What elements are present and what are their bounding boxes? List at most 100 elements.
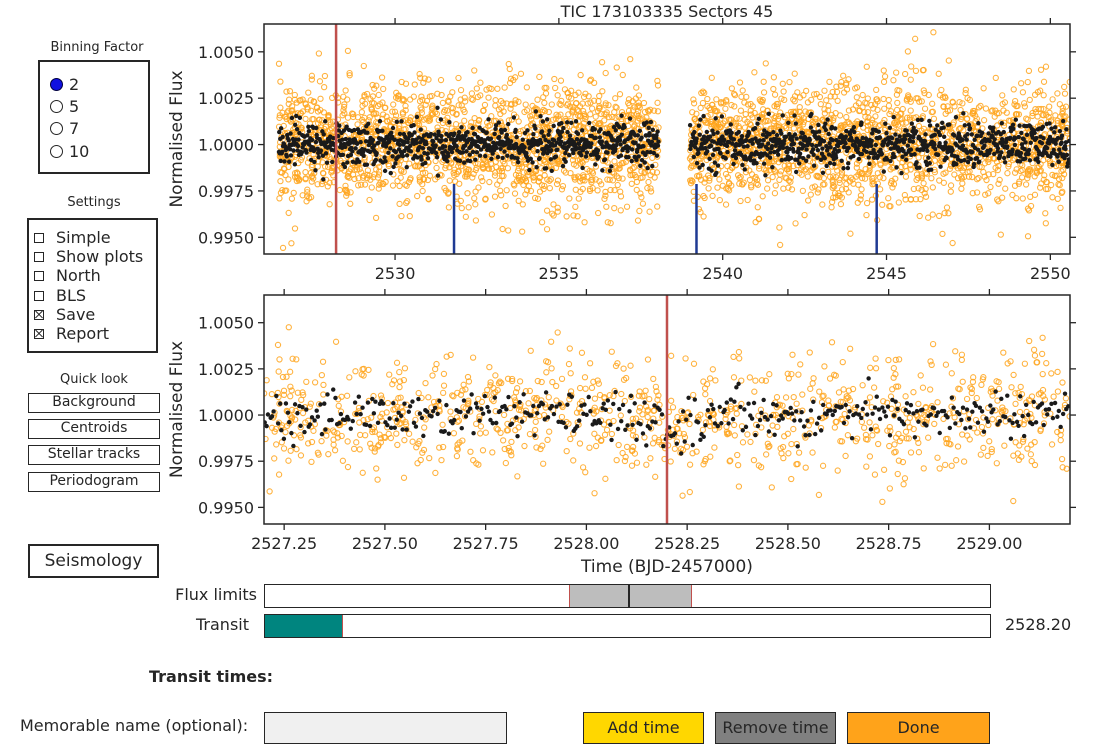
binned-flux-point (284, 154, 290, 159)
raw-flux-point (328, 164, 335, 172)
binned-flux-point (373, 157, 379, 163)
setting-show-plots[interactable]: Show plots (34, 247, 143, 266)
binning-option-10[interactable]: 10 (50, 140, 89, 162)
setting-bls[interactable]: BLS (34, 286, 86, 305)
raw-flux-point (444, 107, 451, 114)
raw-flux-point (460, 106, 467, 113)
raw-flux-point (397, 166, 405, 173)
binned-flux-point (846, 145, 851, 151)
binning-option-7[interactable]: 7 (50, 117, 79, 139)
binned-flux-point (626, 155, 631, 160)
raw-flux-point (957, 106, 964, 114)
binned-flux-point (851, 153, 856, 159)
raw-flux-point (465, 204, 472, 211)
binned-flux-point (330, 159, 335, 165)
raw-flux-point (374, 114, 381, 121)
raw-flux-point (1037, 66, 1045, 73)
raw-flux-point (799, 187, 807, 195)
binned-flux-point (607, 168, 613, 174)
setting-label: Simple (56, 228, 111, 247)
binned-flux-point (492, 131, 497, 137)
raw-flux-point (987, 183, 994, 191)
seismology-button[interactable]: Seismology (28, 544, 159, 578)
raw-flux-point (542, 90, 550, 97)
raw-flux-point (917, 196, 924, 203)
binned-flux-point (828, 145, 833, 150)
binned-flux-point (524, 150, 529, 156)
raw-flux-point (771, 91, 779, 98)
binned-flux-point (935, 152, 941, 157)
raw-flux-point (616, 165, 623, 172)
setting-north[interactable]: North (34, 266, 101, 285)
binned-flux-point (442, 144, 448, 149)
raw-flux-point (999, 194, 1006, 201)
binned-flux-point (904, 128, 909, 133)
binned-flux-point (864, 149, 869, 155)
binned-flux-point (313, 139, 319, 145)
binned-flux-point (530, 160, 535, 165)
raw-flux-point (368, 125, 375, 132)
raw-flux-point (503, 100, 510, 107)
raw-flux-point (602, 188, 609, 196)
binned-flux-point (655, 129, 660, 134)
raw-flux-point (550, 212, 557, 219)
raw-flux-point (639, 200, 647, 207)
binned-flux-point (502, 127, 508, 133)
raw-flux-point (824, 107, 832, 114)
raw-flux-point (422, 101, 429, 108)
binned-flux-point (473, 157, 478, 162)
raw-flux-point (704, 95, 711, 103)
background-button[interactable]: Background (28, 393, 160, 413)
raw-flux-point (611, 158, 618, 165)
raw-flux-point (471, 195, 478, 202)
raw-flux-point (469, 96, 476, 103)
raw-flux-point (1053, 172, 1060, 179)
checkbox-icon (34, 290, 44, 301)
binned-flux-point (899, 170, 904, 176)
raw-flux-point (308, 163, 316, 171)
binned-flux-point (716, 146, 721, 152)
binned-flux-point (383, 159, 388, 164)
binned-flux-point (596, 154, 601, 160)
binned-flux-point (775, 152, 781, 157)
raw-flux-point (975, 174, 982, 182)
binned-flux-point (825, 117, 830, 122)
raw-flux-point (762, 60, 769, 67)
raw-flux-point (283, 113, 290, 120)
raw-flux-point (992, 74, 999, 82)
raw-flux-point (825, 168, 832, 176)
binned-flux-point (600, 168, 605, 173)
raw-flux-point (283, 88, 290, 95)
raw-flux-point (907, 76, 914, 83)
raw-flux-point (607, 186, 614, 194)
binned-flux-point (707, 156, 712, 162)
centroids-button[interactable]: Centroids (28, 419, 160, 439)
raw-flux-point (398, 212, 405, 220)
raw-flux-point (1027, 193, 1034, 200)
setting-report[interactable]: Report (34, 324, 109, 343)
binned-flux-point (289, 115, 295, 121)
setting-simple[interactable]: Simple (34, 228, 111, 247)
raw-flux-point (531, 194, 539, 202)
setting-save[interactable]: Save (34, 305, 95, 324)
binned-flux-point (425, 151, 430, 156)
binned-flux-point (547, 128, 552, 134)
raw-flux-point (690, 100, 698, 107)
binned-flux-point (511, 115, 517, 120)
raw-flux-point (351, 175, 358, 183)
raw-flux-point (1002, 185, 1009, 192)
stellar-tracks-button[interactable]: Stellar tracks (28, 445, 160, 465)
raw-flux-point (807, 191, 814, 198)
raw-flux-point (412, 162, 419, 170)
raw-flux-point (407, 114, 414, 121)
raw-flux-point (468, 90, 476, 97)
periodogram-button[interactable]: Periodogram (28, 472, 160, 492)
binning-factor-title: Binning Factor (50, 40, 144, 55)
raw-flux-point (419, 169, 427, 177)
binning-option-5[interactable]: 5 (50, 95, 79, 117)
binned-flux-point (968, 156, 974, 162)
raw-flux-point (924, 214, 932, 221)
binned-flux-point (884, 130, 889, 136)
binning-option-2[interactable]: 2 (50, 73, 79, 95)
binned-flux-point (288, 153, 294, 158)
